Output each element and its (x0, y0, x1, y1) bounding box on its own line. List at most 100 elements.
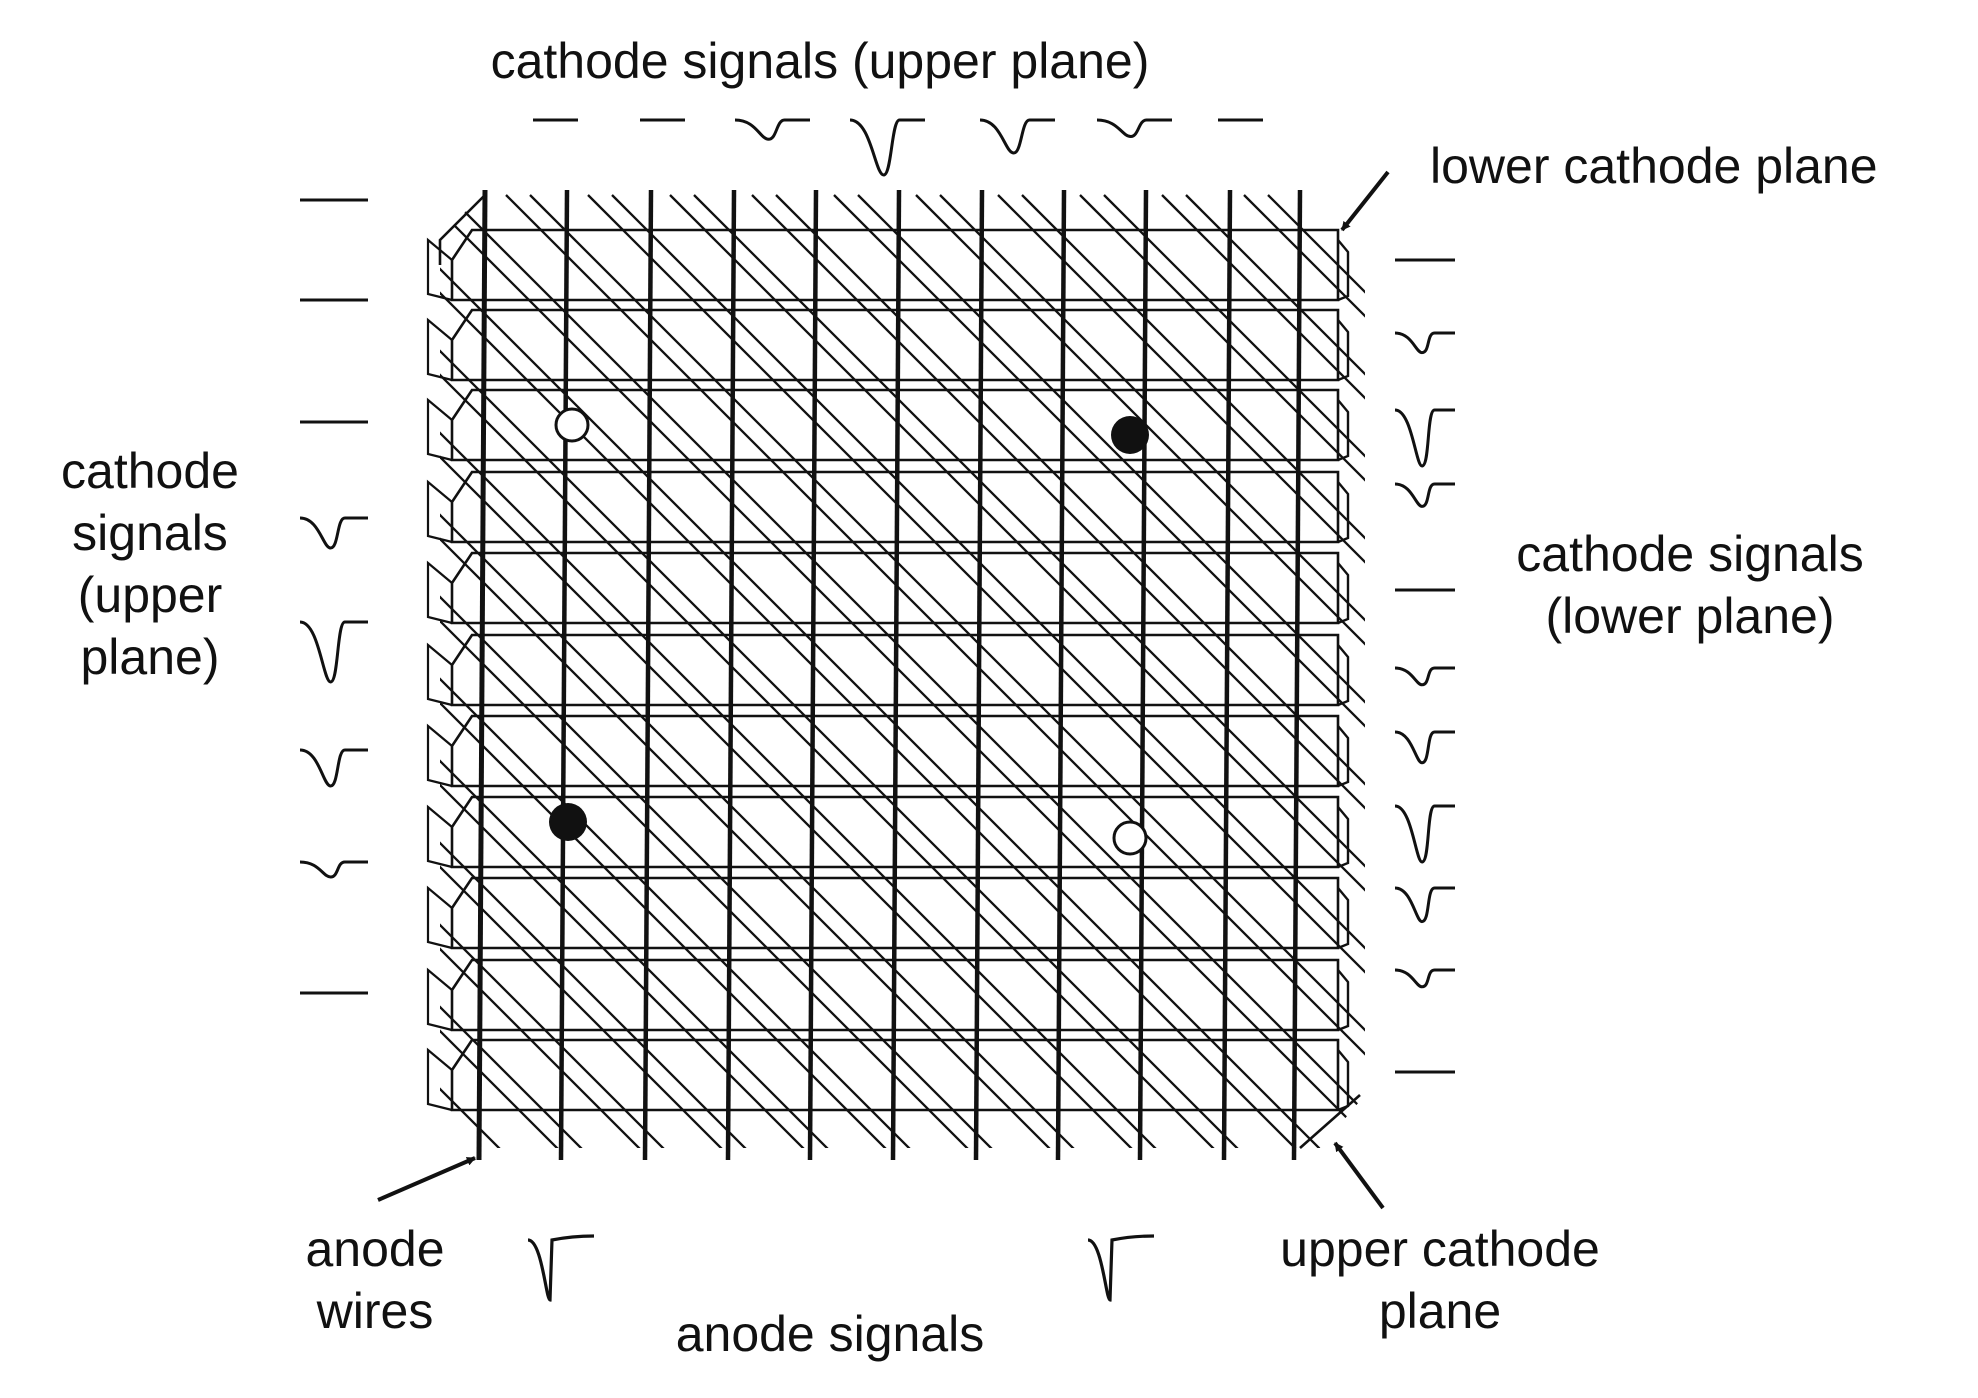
anode-wire-grid (476, 189, 1303, 1161)
upper-strip-edge (505, 194, 1365, 1148)
lower-strip-notch (426, 967, 453, 1032)
upper-strip-edge (669, 194, 1365, 1148)
left-cathode-pulses (299, 198, 368, 995)
lower-strip-notch (426, 317, 453, 382)
left-signals-line-4: plane) (80, 629, 220, 685)
lower-strip-tab (1337, 725, 1350, 788)
lower-strip-notch (426, 397, 453, 462)
left-pulse (299, 516, 368, 550)
right-pulse (1394, 886, 1455, 924)
anode-wire (973, 189, 985, 1161)
left-signals-line-2: signals (72, 505, 228, 561)
upper-strip-edge (1021, 194, 1365, 1148)
anode-wire (725, 189, 737, 1161)
right-pulse (1394, 331, 1455, 355)
upper-strip-edge (1243, 194, 1365, 1148)
upper-strip-edge (447, 194, 1365, 1148)
anode-wire (890, 189, 902, 1161)
upper-strip-edge (775, 194, 1365, 1148)
top-cathode-pulses (533, 118, 1263, 177)
anode-wire (1221, 189, 1233, 1161)
upper-strip-edge (440, 194, 1285, 1148)
upper-cathode-plane-label: upper cathode plane (1220, 1218, 1660, 1342)
lower-strip-notch (426, 885, 453, 950)
upper-strip-edge (915, 194, 1365, 1148)
true-hit-marker (549, 803, 587, 841)
anode-wires-line-2: wires (316, 1283, 434, 1339)
upper-strip-edge (440, 194, 793, 1148)
left-signals-label: cathode signals (upper plane) (20, 440, 280, 688)
lower-strip-notch (426, 1047, 453, 1112)
upper-strip-edge (440, 194, 1365, 1148)
upper-strip-edge (440, 194, 851, 1148)
upper-plane-corner-bottom-right (1299, 1094, 1361, 1149)
upper-strip-edge (1079, 194, 1365, 1148)
ghost-hit-marker (1112, 820, 1148, 856)
lower-strip-tab (1337, 806, 1350, 869)
left-pulse (299, 860, 368, 879)
upper-strip-edge (1103, 194, 1365, 1148)
upper-strip-edge (440, 194, 875, 1148)
left-pulse (299, 620, 368, 684)
upper-strip-edge (693, 194, 1365, 1148)
right-signals-label: cathode signals (lower plane) (1450, 523, 1930, 647)
upper-strip-edge (440, 194, 1365, 1148)
lower-strip-notch (426, 804, 453, 869)
upper-strip-edge (440, 194, 957, 1148)
upper-strip-edge (751, 194, 1365, 1148)
lower-strip-notch (426, 642, 453, 707)
lower-strip-tab (1337, 969, 1350, 1032)
pointer-arrows (377, 170, 1390, 1210)
lower-strip-notch (426, 723, 453, 788)
anode-wire (1291, 189, 1303, 1161)
left-signals-line-3: (upper (77, 567, 223, 623)
upper-strip-edge (529, 194, 1365, 1148)
upper-cathode-strips (440, 194, 1365, 1148)
right-pulse (1394, 968, 1455, 989)
anode-wire (642, 189, 654, 1161)
upper-cathode-line-2: plane (1378, 1283, 1502, 1339)
lower-strip-tab (1337, 1049, 1350, 1112)
lower-cathode-plane-label: lower cathode plane (1430, 138, 1878, 194)
upper-strip-edge (440, 194, 1097, 1148)
upper-strip-edge (857, 194, 1365, 1148)
arrow-upper-cathode-plane (1333, 1141, 1385, 1210)
right-signals-line-1: cathode signals (1516, 526, 1864, 582)
upper-strip-edge (939, 194, 1365, 1148)
upper-strip-edge (440, 194, 1121, 1148)
anode-pulses (527, 1234, 1155, 1302)
upper-strip-edge (440, 194, 933, 1148)
right-cathode-pulses (1394, 258, 1455, 1074)
top-pulse (1096, 118, 1172, 139)
upper-strip-edge (440, 194, 711, 1148)
anode-wire (807, 189, 819, 1161)
upper-strip-edge (611, 194, 1365, 1148)
upper-strip-edge (440, 194, 547, 1148)
upper-strip-edge (440, 194, 1015, 1148)
upper-strip-edge (440, 194, 1179, 1148)
top-pulse (734, 118, 810, 141)
upper-strip-edge (833, 194, 1365, 1148)
right-pulse (1394, 804, 1455, 864)
upper-strip-edge (440, 194, 1039, 1148)
lower-strip (450, 228, 1340, 302)
right-signals-line-2: (lower plane) (1545, 588, 1835, 644)
lower-strip-notch (426, 560, 453, 625)
upper-strip-edge (440, 194, 523, 1148)
anode-wire (476, 189, 488, 1161)
upper-strip-edge (1161, 194, 1365, 1148)
left-signals-line-1: cathode (61, 443, 239, 499)
lower-strip-tab (1337, 319, 1350, 382)
upper-strip-edge (440, 194, 769, 1148)
lower-strip-notch (426, 479, 453, 544)
right-pulse (1394, 666, 1455, 687)
anode-pulse (1087, 1234, 1155, 1302)
arrow-lower-cathode-plane (1340, 170, 1390, 232)
anode-pulse (527, 1234, 595, 1302)
upper-strip-edge (440, 194, 441, 1148)
upper-strip-edge (440, 194, 1261, 1148)
upper-strip-edge (440, 194, 687, 1148)
anode-signals-label: anode signals (675, 1306, 985, 1362)
upper-strip-edge (440, 194, 629, 1148)
